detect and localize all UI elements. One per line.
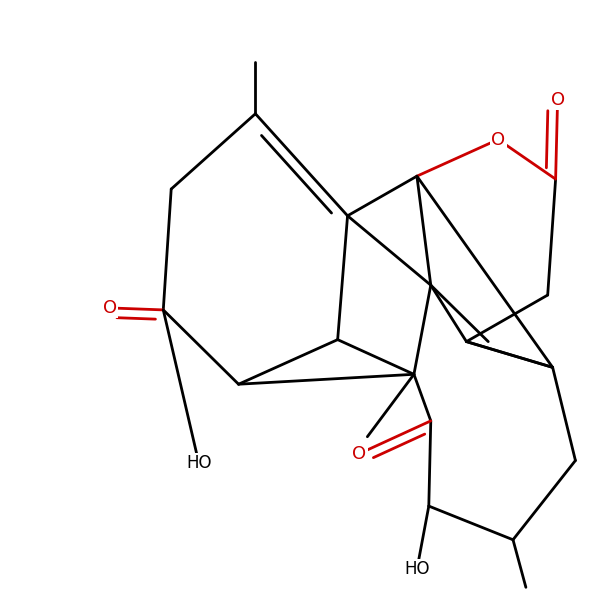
- Text: O: O: [491, 131, 505, 149]
- Text: O: O: [352, 445, 367, 463]
- Text: O: O: [103, 299, 117, 317]
- Text: HO: HO: [404, 560, 430, 578]
- Text: O: O: [551, 91, 565, 109]
- Text: HO: HO: [186, 454, 212, 472]
